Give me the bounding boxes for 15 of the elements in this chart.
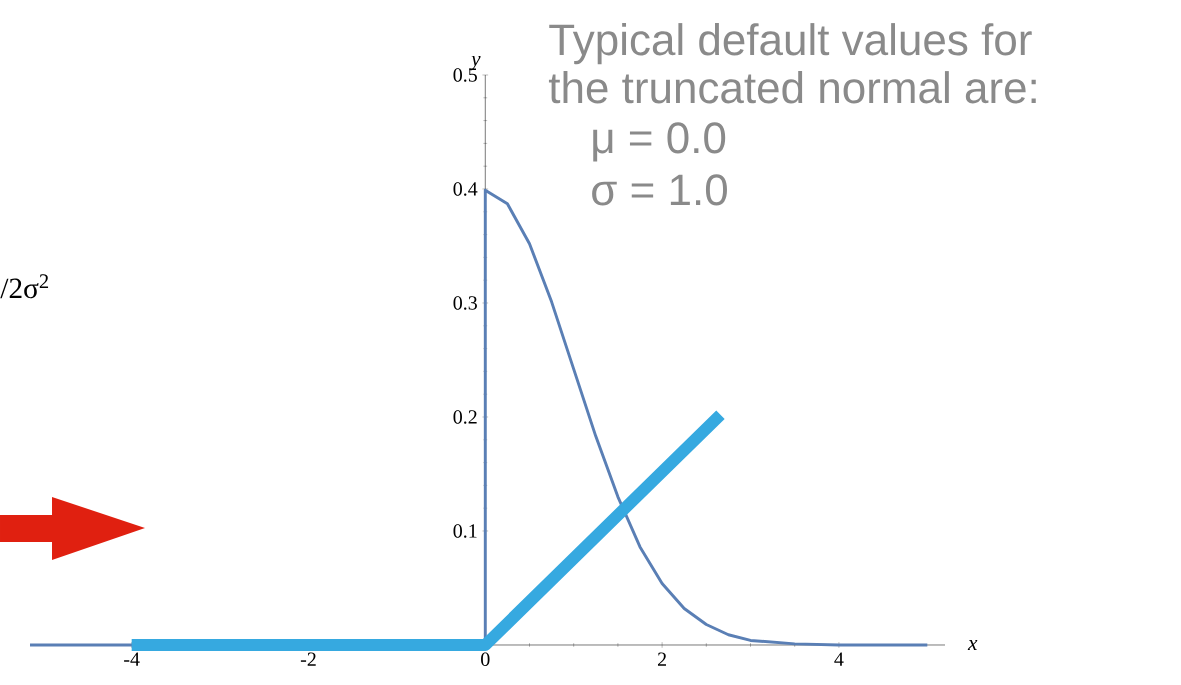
text: Typical default values for [549,23,1032,65]
annotation: σ = 1.0 [592,174,727,206]
y-tick-label: 0.1 [453,524,477,538]
y-tick-label: 0.4 [453,182,478,196]
annotation: μ = 0.0 [593,122,726,162]
y-tick-label: 0.2 [453,410,477,424]
y-tick-label: 0.3 [453,296,477,310]
x-tick-label: -2 [300,652,316,666]
annotation: the truncated normal are: [548,71,1036,104]
x-tick-label: -4 [124,652,140,666]
x-tick-label: 4 [834,652,844,666]
x-tick-label: 0 [481,652,490,667]
x-axis-title: x [967,640,978,650]
x-tick-label: 2 [657,652,666,666]
annotation: /2σ$^{2}$ [0,274,49,299]
